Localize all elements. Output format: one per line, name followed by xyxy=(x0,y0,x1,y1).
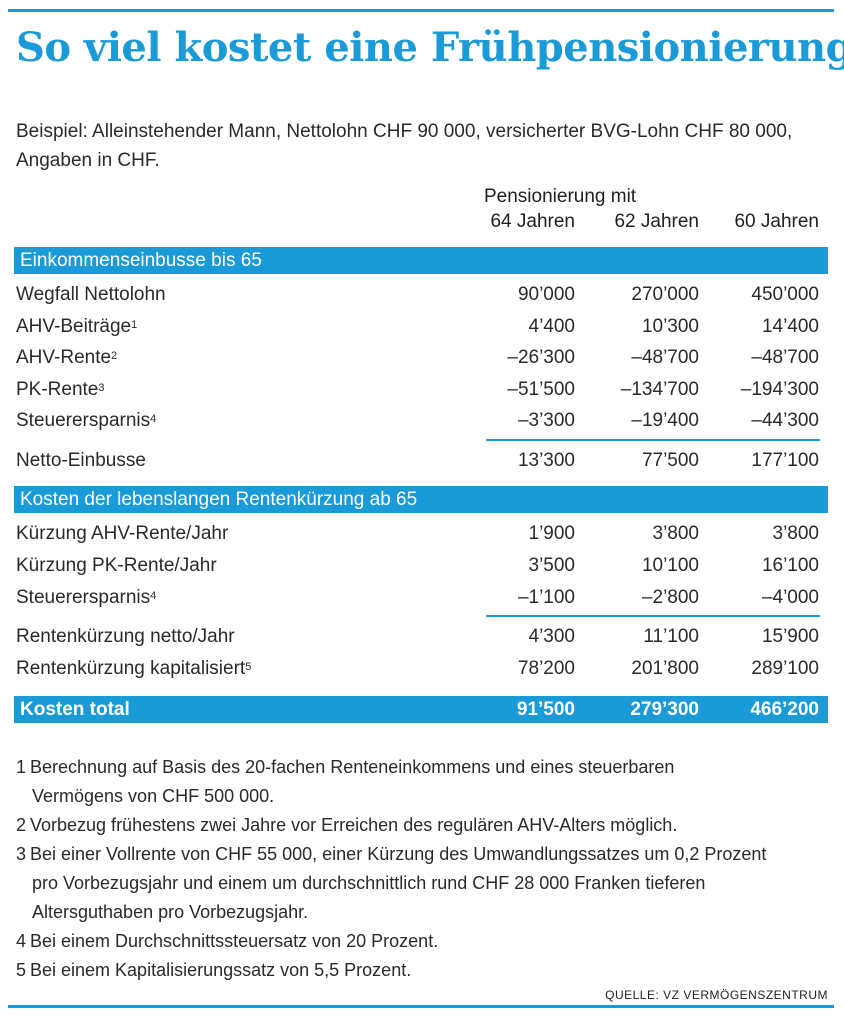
cell-64: –51’500 xyxy=(507,379,575,400)
row-label: Rentenkürzung netto/Jahr xyxy=(16,626,235,647)
row-label: Steuerersparnis4 xyxy=(16,410,157,431)
footnote: 3 Bei einer Vollrente von CHF 55 000, ei… xyxy=(16,844,767,922)
row-label: PK-Rente3 xyxy=(16,379,105,400)
cell-60: 3’800 xyxy=(772,523,820,544)
cell-64: 1’900 xyxy=(528,523,576,544)
table-row-subtotal: Rentenkürzung kapitalisiert5 78’200 201’… xyxy=(16,654,820,684)
cell-62: 270’000 xyxy=(631,284,699,305)
row-label: Steuerersparnis4 xyxy=(16,587,157,608)
cell-60: –4’000 xyxy=(761,587,819,608)
cell-62: 201’800 xyxy=(631,658,699,679)
footnote-ref: 1 xyxy=(131,319,138,331)
table-row: PK-Rente3 –51’500 –134’700 –194’300 xyxy=(16,375,820,405)
footnote-ref: 4 xyxy=(150,413,157,425)
table-row-subtotal: Rentenkürzung netto/Jahr 4’300 11’100 15… xyxy=(16,622,820,652)
cell-60: –44’300 xyxy=(751,410,819,431)
cell-62: 11’100 xyxy=(643,626,699,647)
source-credit: QUELLE: VZ VERMÖGENSZENTRUM xyxy=(605,988,828,1002)
table-row: AHV-Beiträge1 4’400 10’300 14’400 xyxy=(16,312,820,342)
cell-64: 90’000 xyxy=(517,284,575,305)
column-group-label: Pensionierung mit xyxy=(484,186,637,207)
row-label: Netto-Einbusse xyxy=(16,450,146,471)
cell-62: –2’800 xyxy=(641,587,699,608)
footnote: 5 Bei einem Kapitalisierungssatz von 5,5… xyxy=(16,960,412,980)
intro-text: Beispiel: Alleinstehender Mann, Nettoloh… xyxy=(16,117,816,175)
footnote-ref: 2 xyxy=(111,350,118,362)
sum-rule xyxy=(486,615,820,617)
table-row: Wegfall Nettolohn 90’000 270’000 450’000 xyxy=(16,280,820,310)
section-header-einkommenseinbusse: Einkommenseinbusse bis 65 xyxy=(14,247,828,274)
intro-line-2: Angaben in CHF. xyxy=(16,150,160,171)
grand-total-60: 466’200 xyxy=(750,699,819,720)
cell-64: 4’400 xyxy=(528,316,576,337)
cell-62: 10’100 xyxy=(641,555,699,576)
cell-60: 16’100 xyxy=(761,555,819,576)
footnote-ref: 4 xyxy=(150,590,157,602)
bottom-rule xyxy=(8,1005,834,1008)
cell-60: –194’300 xyxy=(740,379,819,400)
cell-64: –26’300 xyxy=(507,347,575,368)
row-label: AHV-Beiträge1 xyxy=(16,316,138,337)
grand-total-bar: Kosten total 91’500 279’300 466’200 xyxy=(14,696,828,723)
table-row: AHV-Rente2 –26’300 –48’700 –48’700 xyxy=(16,343,820,373)
cell-62: –134’700 xyxy=(620,379,699,400)
footnote: 2 Vorbezug frühestens zwei Jahre vor Err… xyxy=(16,815,678,835)
column-header-60: 60 Jahren xyxy=(734,211,819,232)
cell-60: –48’700 xyxy=(751,347,819,368)
cell-62: 3’800 xyxy=(652,523,700,544)
footnotes: 1 Berechnung auf Basis des 20-fachen Ren… xyxy=(16,753,826,985)
cell-64: –3’300 xyxy=(517,410,575,431)
row-label: Kürzung PK-Rente/Jahr xyxy=(16,555,217,576)
footnote: 1 Berechnung auf Basis des 20-fachen Ren… xyxy=(16,757,675,806)
cell-60: 289’100 xyxy=(751,658,819,679)
column-header-62: 62 Jahren xyxy=(614,211,699,232)
grand-total-64: 91’500 xyxy=(516,699,575,720)
cell-62: 77’500 xyxy=(641,450,699,471)
cell-62: 10’300 xyxy=(641,316,699,337)
cell-60: 450’000 xyxy=(751,284,819,305)
cell-62: –48’700 xyxy=(631,347,699,368)
top-rule xyxy=(8,9,834,12)
intro-line-1: Beispiel: Alleinstehender Mann, Nettoloh… xyxy=(16,121,793,142)
table-row: Kürzung PK-Rente/Jahr 3’500 10’100 16’10… xyxy=(16,551,820,581)
cell-60: 14’400 xyxy=(761,316,819,337)
section-header-rentenkuerzung: Kosten der lebenslangen Rentenkürzung ab… xyxy=(14,486,828,513)
cell-62: –19’400 xyxy=(631,410,699,431)
footnote: 4 Bei einem Durchschnittssteuersatz von … xyxy=(16,931,439,951)
table-row: Steuerersparnis4 –1’100 –2’800 –4’000 xyxy=(16,583,820,613)
row-label: AHV-Rente2 xyxy=(16,347,118,368)
section-header-label: Einkommenseinbusse bis 65 xyxy=(20,250,262,271)
cell-60: 15’900 xyxy=(761,626,819,647)
table-row: Steuerersparnis4 –3’300 –19’400 –44’300 xyxy=(16,406,820,436)
sum-rule xyxy=(486,439,820,441)
footnote-ref: 3 xyxy=(98,382,105,394)
grand-total-label: Kosten total xyxy=(20,699,130,720)
cell-64: 3’500 xyxy=(528,555,576,576)
page-title: So viel kostet eine Frühpensionierung xyxy=(16,24,844,71)
row-label: Rentenkürzung kapitalisiert5 xyxy=(16,658,252,679)
cell-64: 4’300 xyxy=(528,626,576,647)
row-label: Wegfall Nettolohn xyxy=(16,284,166,305)
section-header-label: Kosten der lebenslangen Rentenkürzung ab… xyxy=(20,489,418,510)
cell-64: 13’300 xyxy=(517,450,575,471)
footnote-ref: 5 xyxy=(245,661,252,673)
table-row-total: Netto-Einbusse 13’300 77’500 177’100 xyxy=(16,446,820,476)
row-label: Kürzung AHV-Rente/Jahr xyxy=(16,523,229,544)
cell-64: 78’200 xyxy=(517,658,575,679)
cell-64: –1’100 xyxy=(517,587,575,608)
cell-60: 177’100 xyxy=(751,450,819,471)
grand-total-62: 279’300 xyxy=(630,699,699,720)
table-row: Kürzung AHV-Rente/Jahr 1’900 3’800 3’800 xyxy=(16,519,820,549)
column-header-64: 64 Jahren xyxy=(490,211,575,232)
